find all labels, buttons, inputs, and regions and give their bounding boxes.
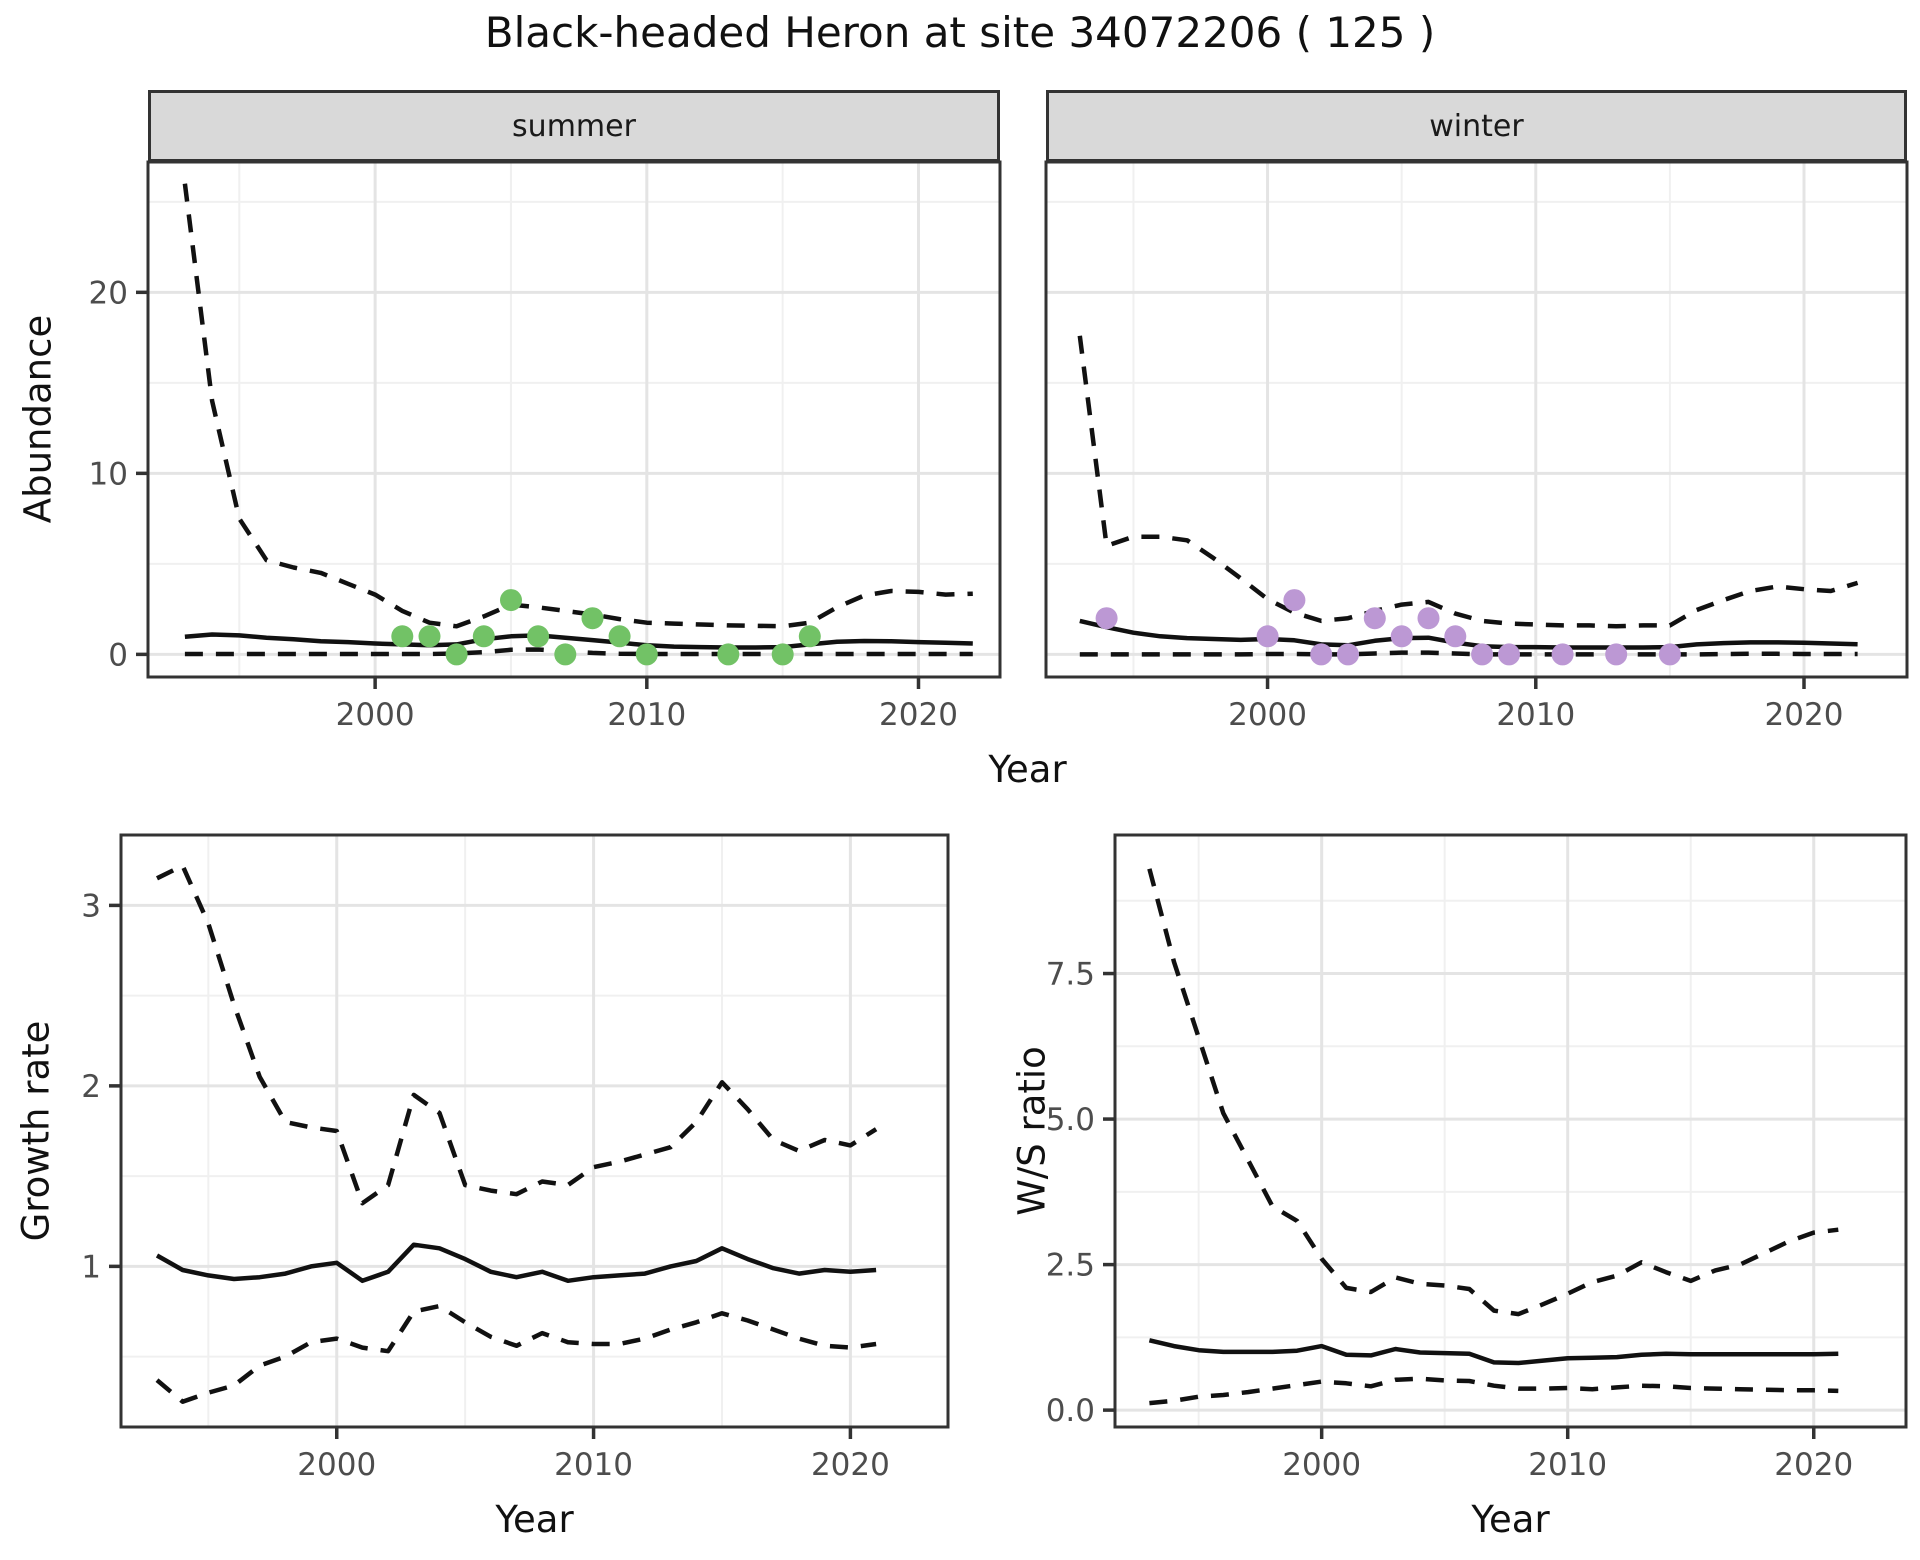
observation-point [1471,643,1494,666]
observation-point [500,589,522,612]
x-tick-label: 2000 [1282,1447,1361,1483]
x-tick-label: 2000 [336,697,415,733]
observation-point [1658,643,1681,666]
observation-point [1498,643,1520,666]
x-tick-label: 2010 [1528,1447,1607,1483]
x-tick-label: 2010 [554,1447,633,1483]
observation-point [1390,625,1413,648]
observation-point [1256,625,1279,648]
panel-border [146,160,1002,679]
observation-point [717,643,740,666]
x-tick-label: 2000 [1228,697,1307,733]
x-tick-label: 2020 [811,1447,890,1483]
series-modelled-index [1079,618,1858,650]
panel-growth-rate: 2000 2010 2020 1 2 3 [81,833,950,1483]
y-tick-label: 10 [89,456,128,492]
y-tick-label: 0.0 [1046,1393,1095,1429]
y-tick-label: 0 [108,637,128,673]
x-tick-label: 2020 [879,697,958,733]
observation-point [1551,643,1574,666]
series-lower-95ci [1149,1376,1839,1406]
x-axis-title-ws-ratio: Year [1471,1498,1550,1541]
x-tick-label: 2010 [607,697,686,733]
facet-strip-summer-label: summer [512,108,636,144]
x-tick-label: 2010 [1496,697,1575,733]
series-upper-95ci [156,863,878,1206]
y-tick-label: 2.5 [1046,1248,1095,1284]
observation-point [1283,589,1306,612]
panel-border [1044,160,1909,679]
x-tick-label: 2000 [297,1447,376,1483]
facet-strip-winter: winter [1046,90,1907,162]
observation-point [1095,607,1118,630]
series-lower-95ci [184,647,973,657]
observation-point [418,625,441,648]
series-upper-95ci [182,183,973,629]
observation-point [1444,625,1467,648]
y-axis-title-growth-rate: Growth rate [14,1020,58,1242]
series-lower-95ci [155,1303,877,1404]
series-modelled-index [184,632,973,650]
observation-point [798,625,821,648]
y-tick-label: 1 [81,1249,101,1285]
x-tick-label: 2020 [1774,1447,1853,1483]
observation-point [1605,643,1628,666]
panel-abundance-winter: 2000 2010 2020 [1044,160,1909,733]
observation-point [1363,607,1386,630]
y-tick-label: 3 [81,888,101,924]
facet-strip-summer: summer [148,90,1000,162]
panel-ws-ratio: 2000 2010 2020 0.0 2.5 5.0 7.5 [1046,833,1908,1483]
x-axis-title-top: Year [988,748,1067,791]
y-tick-label: 5.0 [1046,1102,1095,1138]
observation-point [1337,643,1359,666]
series-median-growth-rate [155,1242,877,1284]
observation-point [472,625,495,648]
y-axis-title-ws-ratio: W/S ratio [1010,1046,1054,1216]
x-tick-label: 2020 [1765,697,1844,733]
page-title: Black-headed Heron at site 34072206 ( 12… [484,8,1436,57]
series-median-ws-ratio [1148,1338,1839,1366]
series-upper-95ci [1077,335,1859,629]
panel-border [1113,833,1908,1429]
observation-point [391,625,414,648]
x-axis-title-growth-rate: Year [495,1498,574,1541]
observation-point [635,643,658,666]
observation-point [771,643,794,666]
observation-point [608,625,631,648]
observation-point [445,643,468,666]
y-tick-label: 2 [81,1069,101,1105]
observation-point [527,625,550,648]
observation-point [1417,607,1440,630]
y-axis-title-abundance: Abundance [16,314,60,524]
observation-point [581,607,604,630]
observation-point [1310,643,1333,666]
y-tick-label: 20 [89,275,128,311]
panel-abundance-summer: 2000 2010 2020 0 10 20 [89,160,1002,733]
y-tick-label: 7.5 [1046,957,1095,993]
series-lower-95ci [1079,650,1858,657]
panel-border [119,833,950,1429]
facet-strip-winter-label: winter [1429,108,1524,144]
series-upper-95ci [1147,868,1839,1317]
observation-point [554,643,577,666]
